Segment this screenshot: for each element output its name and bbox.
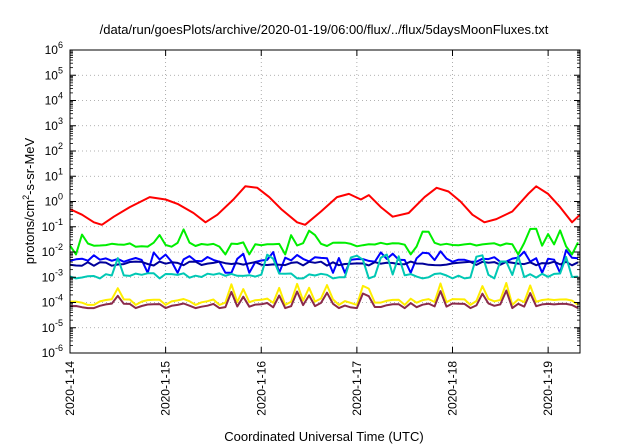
y-tick-label: 100 bbox=[45, 192, 63, 209]
x-tick-label: 2020-1-16 bbox=[254, 361, 268, 416]
y-tick-label: 106 bbox=[45, 40, 63, 57]
y-tick-label: 10-1 bbox=[42, 217, 63, 234]
y-tick-label: 10-3 bbox=[42, 267, 63, 284]
y-tick-label: 101 bbox=[45, 166, 63, 183]
series-line-3 bbox=[69, 260, 579, 267]
x-tick-label: 2020-1-18 bbox=[446, 361, 460, 416]
y-tick-label: 103 bbox=[45, 116, 63, 133]
y-tick-label: 102 bbox=[45, 141, 63, 158]
chart-title: /data/run/goesPlots/archive/2020-01-19/0… bbox=[100, 22, 549, 37]
y-axis-label: protons/cm2-s-sr-MeV bbox=[21, 137, 37, 264]
x-tick-label: 2020-1-15 bbox=[159, 361, 173, 416]
y-tick-label: 10-4 bbox=[42, 293, 63, 310]
x-axis-ticks: 2020-1-14 2020-1-15 2020-1-16 2020-1-17 2020… bbox=[63, 50, 555, 416]
series-line-5 bbox=[70, 282, 579, 306]
series-line-6 bbox=[69, 289, 579, 310]
y-tick-label: 10-2 bbox=[42, 242, 63, 259]
series-line-2 bbox=[69, 249, 579, 274]
series-line-4 bbox=[69, 253, 579, 280]
y-axis-label-main: protons/cm bbox=[22, 200, 37, 264]
y-axis-label-rest: -s-sr-MeV bbox=[22, 137, 37, 194]
x-tick-label: 2020-1-14 bbox=[63, 361, 77, 416]
series-line-1 bbox=[69, 227, 579, 256]
y-tick-label: 104 bbox=[45, 91, 63, 108]
x-tick-label: 2020-1-17 bbox=[350, 361, 364, 416]
y-axis-label-exp: 2 bbox=[21, 195, 31, 200]
x-axis-label: Coordinated Universal Time (UTC) bbox=[224, 429, 423, 444]
y-axis-ticks: 10-6 10-5 10-4 10-3 10-2 10-1 100 101 102 103 104 1… bbox=[42, 40, 580, 360]
y-tick-label: 105 bbox=[45, 65, 63, 82]
y-tick-label: 10-6 bbox=[42, 343, 63, 360]
grid-lines bbox=[69, 50, 580, 353]
series-line-0 bbox=[69, 185, 581, 226]
x-tick-label: 2020-1-19 bbox=[541, 361, 555, 416]
y-tick-label: 10-5 bbox=[42, 318, 63, 335]
series-group bbox=[69, 185, 581, 310]
